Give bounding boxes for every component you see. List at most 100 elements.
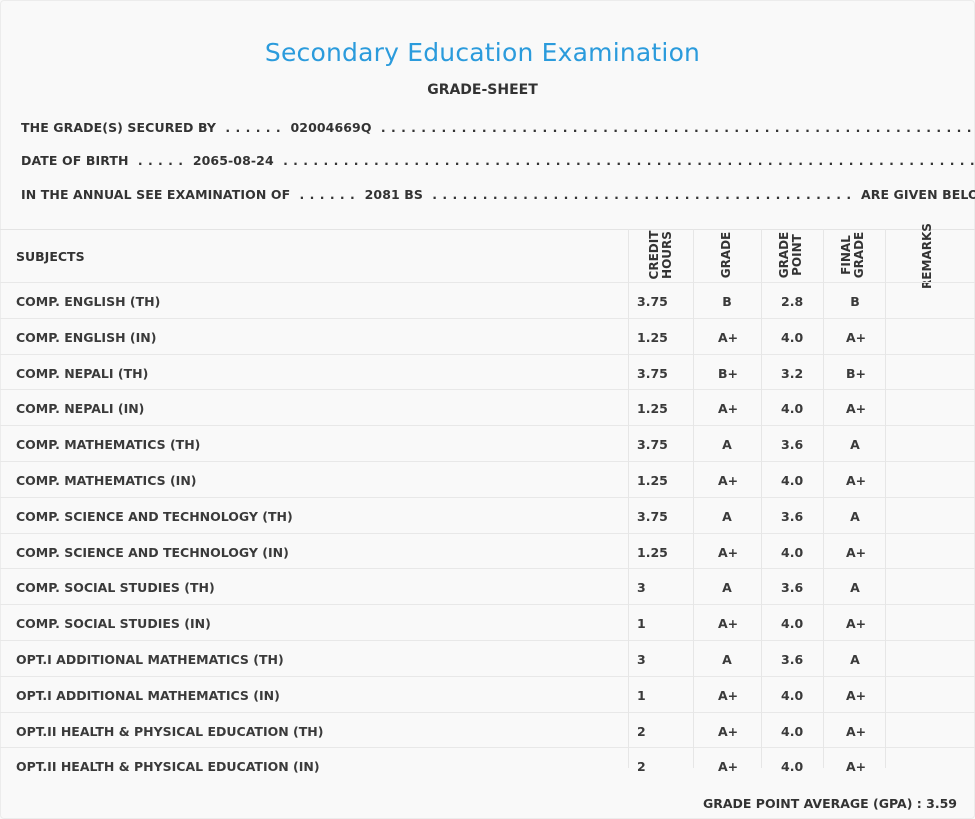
subject-cell: OPT.I ADDITIONAL MATHEMATICS (TH) <box>16 651 284 667</box>
subject-cell: OPT.II HEALTH & PHYSICAL EDUCATION (TH) <box>16 723 324 739</box>
col-divider <box>885 229 886 768</box>
table-body: COMP. ENGLISH (TH) 3.75 B 2.8 B COMP. ENGLISH… <box>0 282 975 783</box>
subject-cell: OPT.I ADDITIONAL MATHEMATICS (IN) <box>16 687 280 703</box>
dob-value: 2065-08-24 <box>192 153 274 168</box>
exam-line: IN THE ANNUAL SEE EXAMINATION OF . . . .… <box>21 187 975 202</box>
table-row: COMP. MATHEMATICS (TH) 3.75 A 3.6 A <box>0 425 975 461</box>
col-divider <box>761 229 762 768</box>
table-header: SUBJECTS CREDIT HOURS GRADE GRADE POINT … <box>0 223 975 289</box>
grade-cell: A <box>722 580 732 596</box>
grade-header: GRADE <box>719 231 733 279</box>
grade-point-cell: 3.6 <box>781 508 804 524</box>
final-grade-cell: A+ <box>846 544 867 560</box>
subject-cell: COMP. NEPALI (IN) <box>16 401 145 417</box>
credit-hours-cell: 3 <box>637 580 646 596</box>
final-grade-cell: A+ <box>846 687 867 703</box>
final-grade-cell: A <box>850 437 860 453</box>
grades-table: SUBJECTS CREDIT HOURS GRADE GRADE POINT … <box>0 223 975 783</box>
gpa-value: 3.59 <box>926 796 957 811</box>
final-grade-cell: A+ <box>846 472 867 488</box>
credit-hours-cell: 2 <box>637 723 646 739</box>
final-grade-cell: A+ <box>846 616 867 632</box>
grade-point-cell: 3.6 <box>781 437 804 453</box>
gpa-line: GRADE POINT AVERAGE (GPA) : 3.59 <box>703 796 957 811</box>
grade-cell: A <box>722 437 732 453</box>
grade-point-cell: 4.0 <box>781 401 804 417</box>
subject-cell: COMP. SOCIAL STUDIES (TH) <box>16 580 215 596</box>
grade-point-cell: 4.0 <box>781 616 804 632</box>
final-grade-cell: A <box>850 508 860 524</box>
table-row: COMP. ENGLISH (IN) 1.25 A+ 4.0 A+ <box>0 317 975 354</box>
subject-cell: OPT.II HEALTH & PHYSICAL EDUCATION (IN) <box>16 759 320 775</box>
subject-cell: COMP. SOCIAL STUDIES (IN) <box>16 616 211 632</box>
grade-cell: A <box>722 508 732 524</box>
table-row: COMP. SCIENCE AND TECHNOLOGY (TH) 3.75 A 3.… <box>0 496 975 533</box>
col-divider <box>823 229 824 768</box>
grade-point-cell: 4.0 <box>781 759 804 775</box>
final-grade-cell: A+ <box>846 723 867 739</box>
grade-cell: A+ <box>718 616 739 632</box>
grade-cell: A+ <box>718 401 739 417</box>
credit-hours-cell: 3.75 <box>637 437 668 453</box>
credit-hours-cell: 1.25 <box>637 401 668 417</box>
gpa-label: GRADE POINT AVERAGE (GPA) : <box>702 796 922 811</box>
symbol-number: 02004669Q <box>290 120 372 135</box>
secured-by-label: THE GRADE(S) SECURED BY <box>21 120 217 135</box>
exam-label: IN THE ANNUAL SEE EXAMINATION OF <box>21 187 291 202</box>
final-grade-header: FINAL GRADE <box>839 231 866 279</box>
col-divider <box>628 229 629 768</box>
table-row: OPT.I ADDITIONAL MATHEMATICS (IN) 1 A+ 4.0 A… <box>0 675 975 712</box>
grade-point-cell: 4.0 <box>781 329 804 345</box>
subject-cell: COMP. MATHEMATICS (TH) <box>16 437 201 453</box>
grade-point-cell: 4.0 <box>781 472 804 488</box>
final-grade-cell: A+ <box>846 329 867 345</box>
final-grade-cell: A <box>850 651 860 667</box>
grade-point-cell: 3.6 <box>781 651 804 667</box>
table-row: COMP. MATHEMATICS (IN) 1.25 A+ 4.0 A+ <box>0 460 975 497</box>
credit-hours-cell: 2 <box>637 759 646 775</box>
grade-point-cell: 2.8 <box>781 294 804 309</box>
grade-cell: B <box>722 294 732 309</box>
table-row: OPT.II HEALTH & PHYSICAL EDUCATION (IN) 2… <box>0 747 975 783</box>
final-grade-cell: A+ <box>846 759 867 775</box>
table-row: COMP. NEPALI (IN) 1.25 A+ 4.0 A+ <box>0 389 975 425</box>
table-row: COMP. SOCIAL STUDIES (IN) 1 A+ 4.0 A+ <box>0 604 975 640</box>
final-grade-cell: B <box>850 294 860 309</box>
subject-cell: COMP. SCIENCE AND TECHNOLOGY (TH) <box>16 508 293 524</box>
credit-hours-cell: 1 <box>637 616 646 632</box>
table-row: OPT.II HEALTH & PHYSICAL EDUCATION (TH) 2… <box>0 711 975 748</box>
grade-cell: A+ <box>718 759 739 775</box>
subject-cell: COMP. ENGLISH (IN) <box>16 329 157 345</box>
dob-label: DATE OF BIRTH <box>21 153 129 168</box>
grade-cell: A+ <box>718 544 739 560</box>
final-grade-cell: B+ <box>846 365 867 381</box>
dob-line: DATE OF BIRTH . . . . . 2065-08-24 . . .… <box>21 153 975 168</box>
grade-point-cell: 4.0 <box>781 723 804 739</box>
grade-cell: B+ <box>718 365 739 381</box>
credit-hours-cell: 1 <box>637 687 646 703</box>
credit-hours-cell: 1.25 <box>637 544 668 560</box>
credit-hours-header: CREDIT HOURS <box>647 230 674 280</box>
subjects-header: SUBJECTS <box>16 249 85 264</box>
final-grade-cell: A+ <box>846 401 867 417</box>
credit-hours-cell: 1.25 <box>637 472 668 488</box>
grade-point-cell: 3.6 <box>781 580 804 596</box>
grade-cell: A+ <box>718 472 739 488</box>
grade-point-header: GRADE POINT <box>777 231 804 279</box>
subject-cell: COMP. SCIENCE AND TECHNOLOGY (IN) <box>16 544 289 560</box>
subject-cell: COMP. ENGLISH (TH) <box>16 294 161 309</box>
credit-hours-cell: 3 <box>637 651 646 667</box>
final-grade-cell: A <box>850 580 860 596</box>
grade-point-cell: 4.0 <box>781 687 804 703</box>
table-row: OPT.I ADDITIONAL MATHEMATICS (TH) 3 A 3.6 A <box>0 639 975 676</box>
credit-hours-cell: 1.25 <box>637 329 668 345</box>
col-divider <box>693 229 694 768</box>
credit-hours-cell: 3.75 <box>637 365 668 381</box>
credit-hours-cell: 3.75 <box>637 508 668 524</box>
grade-point-cell: 3.2 <box>781 365 804 381</box>
page-title: Secondary Education Examination <box>264 38 701 67</box>
grade-point-cell: 4.0 <box>781 544 804 560</box>
grade-cell: A <box>722 651 732 667</box>
secured-by-line: THE GRADE(S) SECURED BY . . . . . . 0200… <box>21 120 975 135</box>
exam-suffix: ARE GIVEN BELOW . . . <box>860 187 975 202</box>
